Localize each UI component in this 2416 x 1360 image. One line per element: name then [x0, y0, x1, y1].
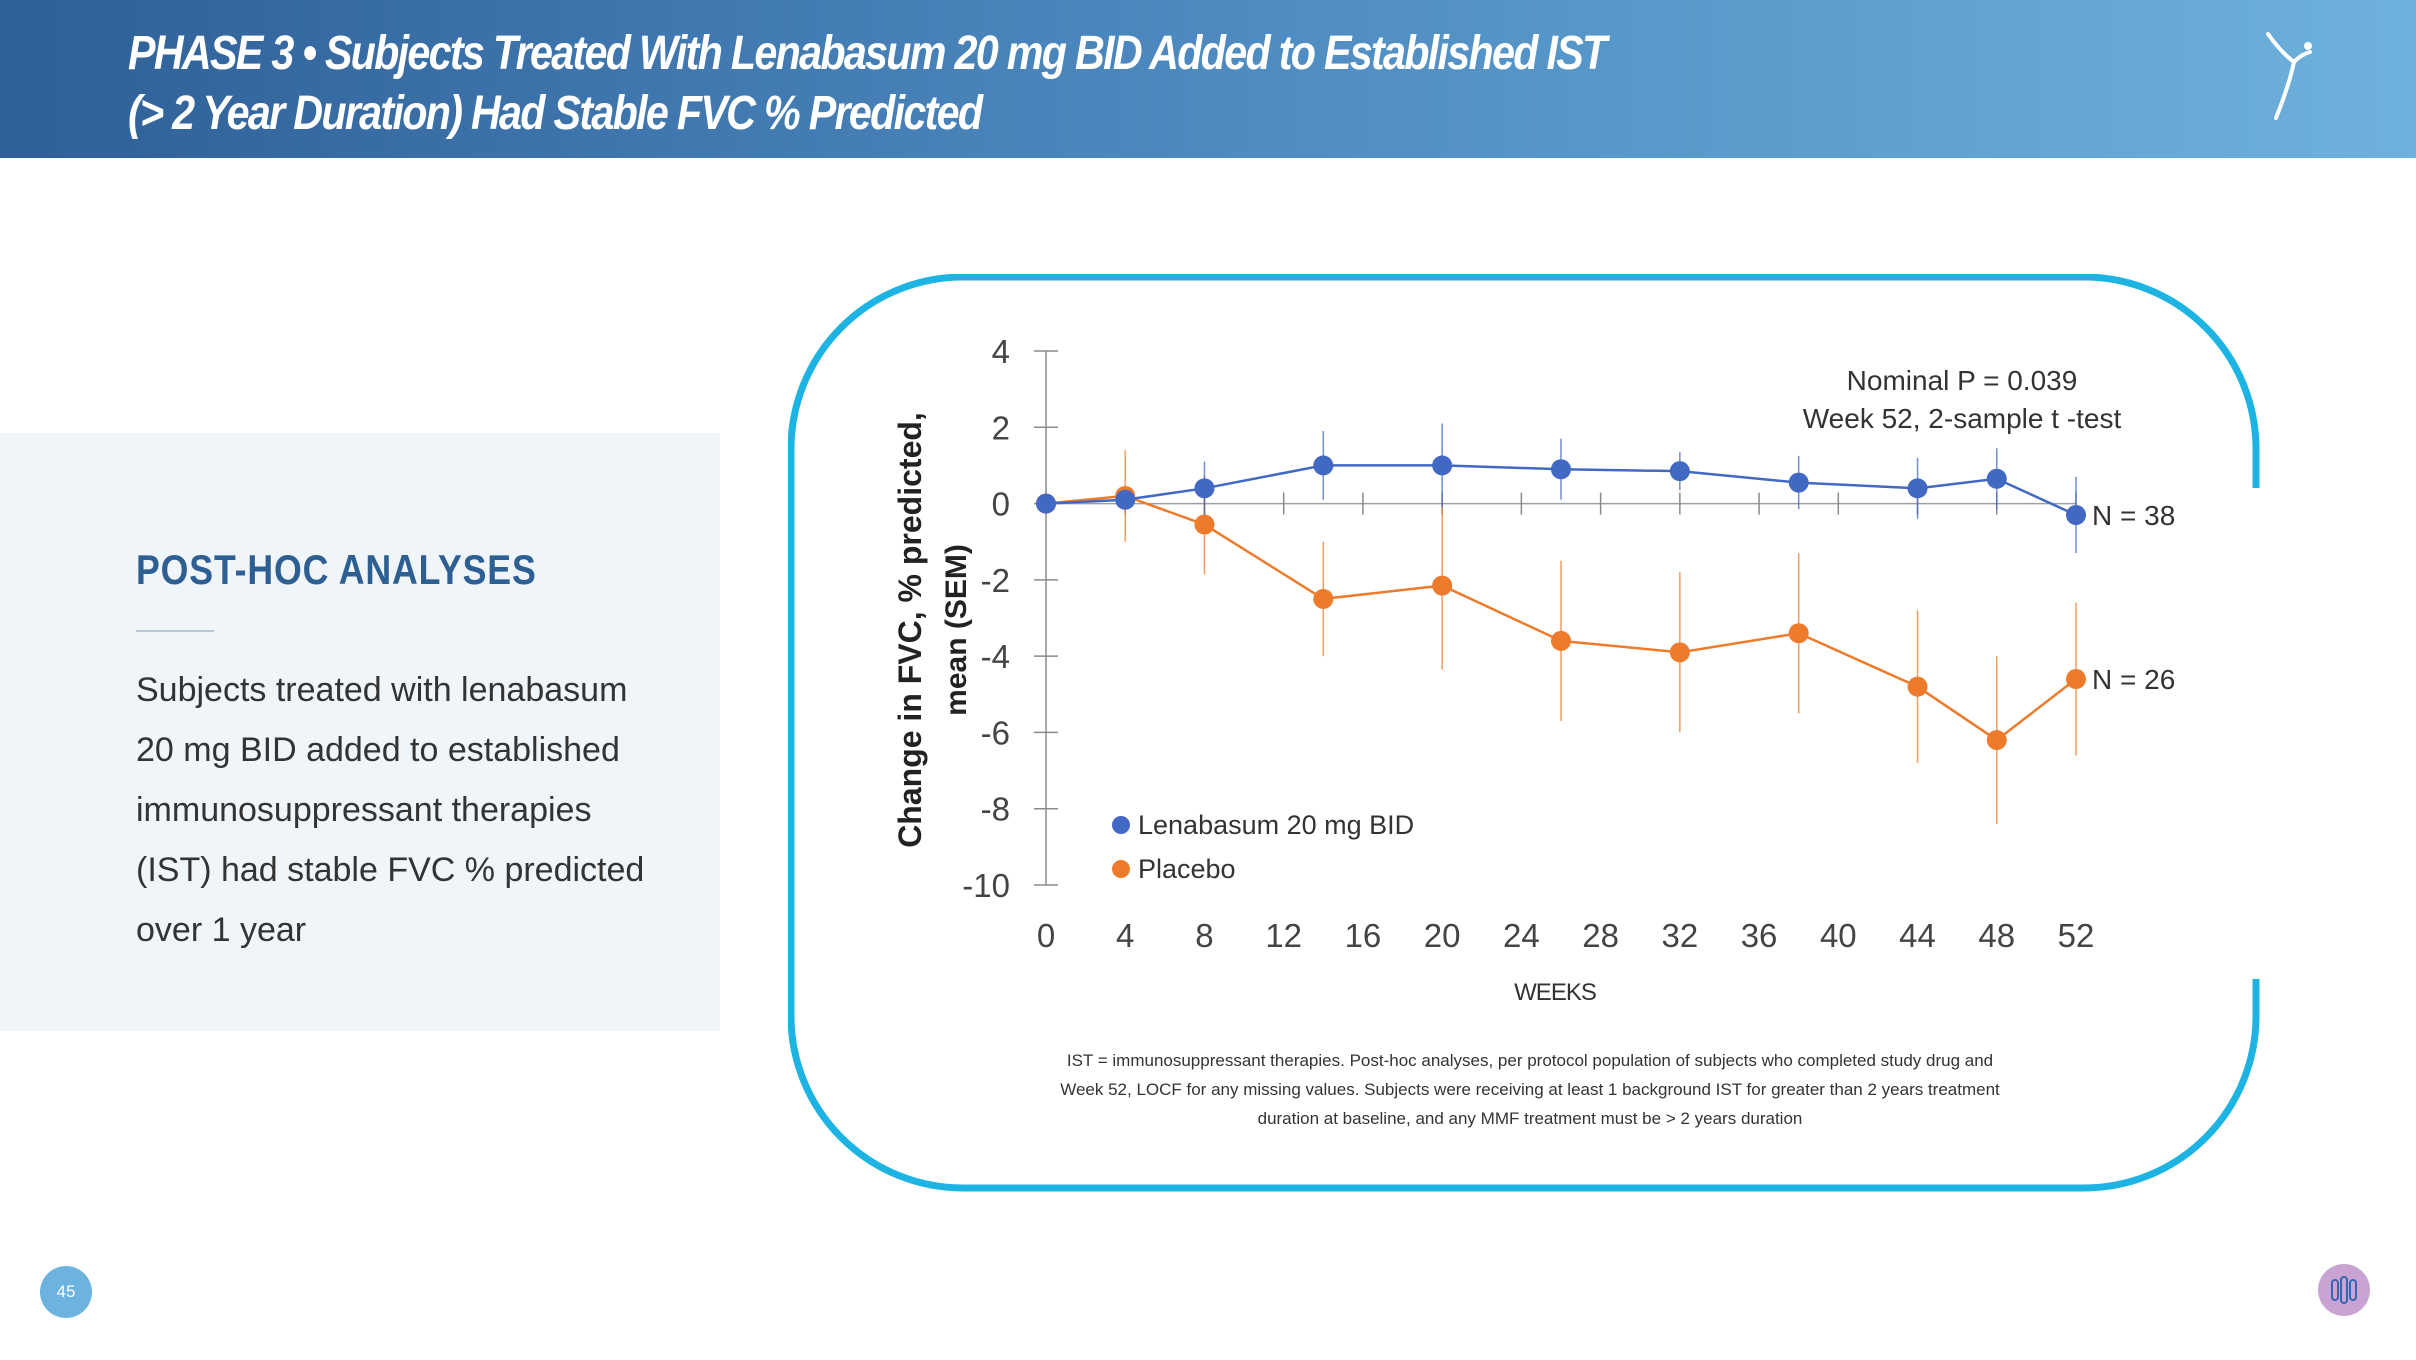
lenabasum-data-point [1432, 455, 1453, 476]
side-body-line: 20 mg BID added to established [136, 731, 620, 769]
footnote-line: duration at baseline, and any MMF treatm… [1257, 1109, 1803, 1128]
footnote-line: Week 52, LOCF for any missing values. Su… [1060, 1080, 2000, 1099]
side-body-line: Subjects treated with lenabasum [136, 671, 628, 709]
y-tick-label: 4 [992, 333, 1010, 370]
page-number-badge: 45 [40, 1266, 92, 1318]
x-tick-label: 8 [1195, 917, 1213, 954]
lenabasum-data-point [1194, 478, 1215, 499]
lenabasum-data-point [1788, 472, 1809, 493]
post-hoc-panel [0, 433, 720, 1031]
y-tick-label: -2 [981, 562, 1010, 599]
side-body-line: (IST) had stable FVC % predicted [136, 851, 645, 889]
y-tick-label: 2 [992, 409, 1010, 446]
x-tick-label: 0 [1037, 917, 1055, 954]
side-body-line: over 1 year [136, 911, 307, 949]
chart-frame [788, 274, 2260, 1192]
y-tick-label: -6 [981, 714, 1010, 751]
lenabasum-data-point [1313, 455, 1334, 476]
placebo-data-point [1669, 642, 1690, 663]
lenabasum-data-point [1551, 459, 1571, 480]
lenabasum-data-point [1669, 461, 1690, 482]
y-axis-title-line-2: mean (SEM) [940, 544, 973, 716]
placebo-data-point [2066, 669, 2086, 690]
lenabasum-data-point [1986, 468, 2007, 489]
x-tick-label: 48 [1978, 917, 2015, 954]
slide-title-line-1: PHASE 3 • Subjects Treated With Lenabasu… [128, 27, 1607, 80]
placebo-data-point [1551, 630, 1571, 651]
heading-divider [136, 630, 214, 632]
x-axis-title: WEEKS [1514, 979, 1596, 1006]
legend-swatch-lenabasum [1112, 816, 1130, 834]
legend: Lenabasum 20 mg BID Placebo [1112, 810, 1414, 884]
legend-label-lenabasum: Lenabasum 20 mg BID [1138, 810, 1414, 840]
placebo-n-label: N = 26 [2092, 664, 2175, 695]
x-tick-label: 20 [1424, 917, 1461, 954]
footnote-line: IST = immunosuppressant therapies. Post-… [1066, 1051, 1994, 1070]
lenabasum-data-point [1115, 489, 1136, 510]
lenabasum-data-point [1907, 478, 1928, 499]
slide-title-line-2: (> 2 Year Duration) Had Stable FVC % Pre… [128, 87, 983, 140]
placebo-data-point [1907, 676, 1928, 697]
x-tick-label: 44 [1899, 917, 1936, 954]
legend-label-placebo: Placebo [1138, 854, 1236, 884]
x-tick-label: 32 [1661, 917, 1698, 954]
p-value-annotation-line-2: Week 52, 2-sample t -test [1803, 403, 2122, 434]
side-body-line: immunosuppressant therapies [136, 791, 592, 829]
y-tick-label: -8 [981, 791, 1010, 828]
placebo-data-point [1432, 575, 1453, 596]
placebo-data-point [1788, 623, 1809, 644]
x-tick-label: 12 [1265, 917, 1302, 954]
y-tick-label: -10 [962, 867, 1010, 904]
corner-logo-icon [2318, 1264, 2370, 1316]
rounded-border [788, 274, 2260, 1192]
y-tick-label: -4 [981, 638, 1010, 675]
side-heading: POST-HOC ANALYSES [136, 546, 537, 593]
footnote: IST = immunosuppressant therapies. Post-… [1010, 1046, 2050, 1133]
x-tick-label: 40 [1820, 917, 1857, 954]
x-tick-label: 28 [1582, 917, 1619, 954]
lenabasum-n-label: N = 38 [2092, 500, 2175, 531]
x-tick-label: 4 [1116, 917, 1134, 954]
x-tick-label: 52 [2058, 917, 2095, 954]
p-value-annotation-line-1: Nominal P = 0.039 [1847, 365, 2078, 396]
legend-swatch-placebo [1112, 860, 1130, 878]
placebo-data-point [1986, 730, 2007, 751]
y-axis-title-line-1: Change in FVC, % predicted, [892, 412, 928, 848]
placebo-data-point [1194, 514, 1215, 535]
x-tick-label: 24 [1503, 917, 1540, 954]
y-tick-label: 0 [992, 486, 1010, 523]
lenabasum-data-point [2066, 505, 2086, 526]
x-tick-label: 36 [1741, 917, 1778, 954]
side-body-text: Subjects treated with lenabasum 20 mg BI… [136, 660, 676, 960]
title-banner: PHASE 3 • Subjects Treated With Lenabasu… [0, 0, 2416, 158]
placebo-data-point [1313, 588, 1334, 609]
lenabasum-data-point [1036, 493, 1056, 514]
slide-title: PHASE 3 • Subjects Treated With Lenabasu… [128, 24, 1762, 144]
x-tick-label: 16 [1345, 917, 1382, 954]
company-logo-icon [2266, 32, 2312, 120]
